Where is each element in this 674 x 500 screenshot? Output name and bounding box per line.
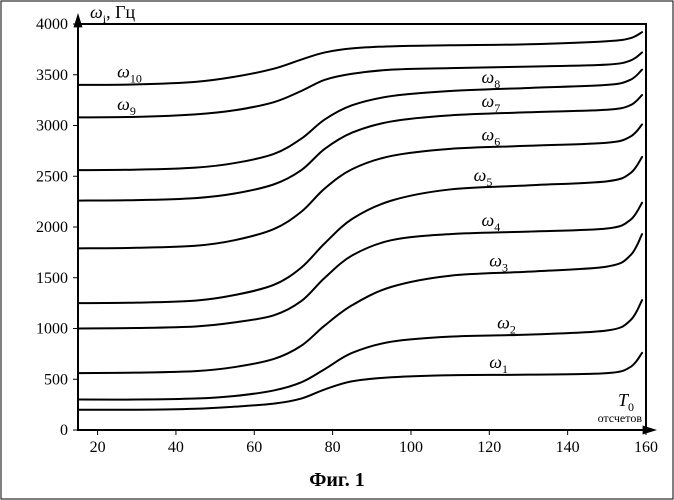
y-tick-label: 1500 xyxy=(36,270,68,287)
y-tick-label: 3000 xyxy=(36,118,68,135)
y-tick-label: 0 xyxy=(60,422,68,439)
x-tick-label: 80 xyxy=(325,439,341,456)
x-tick-label: 120 xyxy=(477,439,501,456)
x-tick-label: 20 xyxy=(90,439,106,456)
y-tick-label: 4000 xyxy=(36,16,68,33)
x-tick-label: 100 xyxy=(399,439,423,456)
x-tick-label: 160 xyxy=(634,439,658,456)
y-tick-label: 500 xyxy=(44,371,68,388)
y-tick-label: 2000 xyxy=(36,219,68,236)
x-tick-label: 60 xyxy=(246,439,262,456)
figure-caption: Фиг. 1 xyxy=(309,469,365,491)
line-chart: 0 500 1000 1500 2000 2500 3000 3500 4000 20 40 60 80… xyxy=(0,0,674,500)
figure-container: 0 500 1000 1500 2000 2500 3000 3500 4000 20 40 60 80… xyxy=(0,0,674,500)
x-axis-label-unit: отсчетов xyxy=(598,411,643,425)
y-tick-label: 3500 xyxy=(36,67,68,84)
x-tick-label: 140 xyxy=(556,439,580,456)
y-tick-label: 1000 xyxy=(36,321,68,338)
y-tick-label: 2500 xyxy=(36,168,68,185)
x-tick-label: 40 xyxy=(168,439,184,456)
